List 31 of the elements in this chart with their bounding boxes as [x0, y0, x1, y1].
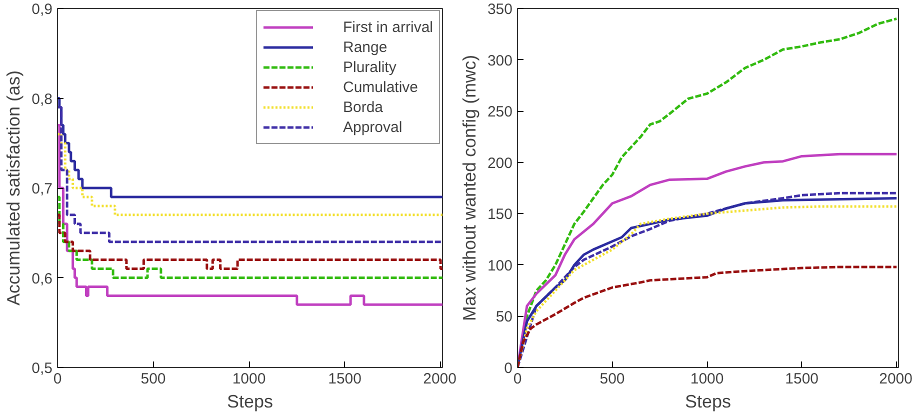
y-tick-label: 0,5 [32, 360, 53, 377]
y-tick-label: 200 [487, 154, 513, 172]
y-tick-label: 350 [487, 1, 513, 18]
x-tick-label: 500 [140, 370, 166, 388]
y-tick-label: 100 [487, 257, 513, 274]
y-axis-title: Accumulated satisfaction (as) [4, 70, 24, 306]
legend-label: Approval [342, 118, 402, 136]
y-tick-label: 0,6 [32, 270, 53, 288]
y-axis-title: Max without wanted config (mwc) [459, 54, 480, 322]
x-tick-label: 2000 [879, 370, 912, 388]
x-tick-label: 1000 [232, 370, 266, 388]
legend-label: Borda [342, 98, 384, 116]
y-tick-label: 0,9 [32, 1, 53, 18]
y-tick-label: 250 [487, 104, 513, 121]
y-tick-label: 50 [496, 308, 513, 326]
x-tick-label: 2000 [423, 370, 457, 388]
x-axis-title: Steps [684, 392, 732, 412]
x-tick-label: 1500 [328, 370, 362, 388]
legend-label: Range [342, 38, 388, 56]
legend-label: Plurality [342, 58, 396, 76]
y-tick-label: 0,8 [32, 90, 53, 108]
y-tick-label: 300 [487, 52, 513, 70]
y-tick-label: 150 [487, 206, 513, 224]
legend-label: First in arrival [342, 18, 433, 36]
x-tick-label: 500 [600, 370, 625, 388]
x-axis-title: Steps [226, 392, 274, 412]
y-tick-label: 0,7 [32, 180, 53, 198]
legend-label: Cumulative [342, 78, 418, 96]
x-tick-label: 1000 [690, 370, 724, 388]
x-tick-label: 1500 [785, 370, 819, 388]
y-tick-label: 0 [504, 360, 512, 377]
